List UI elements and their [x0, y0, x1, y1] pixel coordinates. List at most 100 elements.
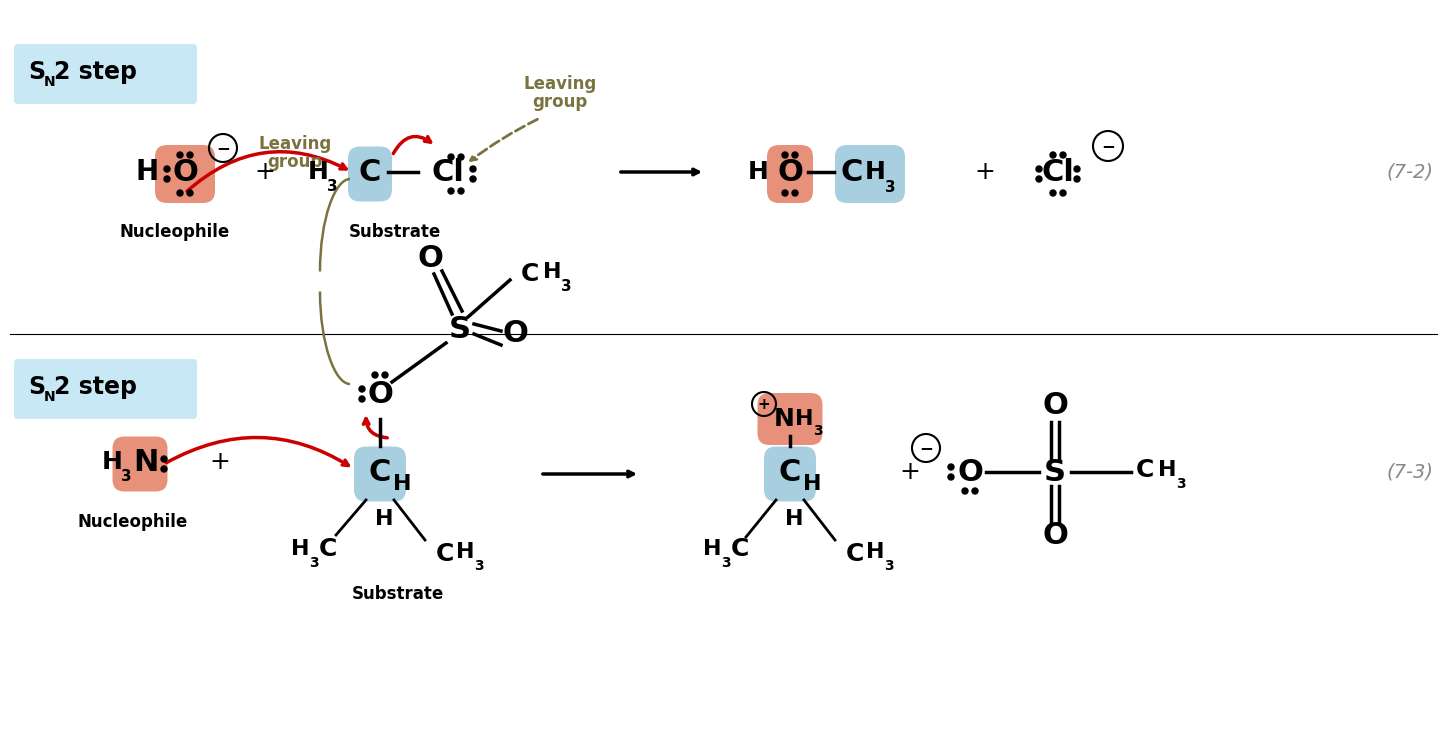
- Text: Cl: Cl: [1042, 158, 1075, 187]
- Text: H: H: [543, 262, 561, 282]
- Text: S: S: [1043, 458, 1066, 487]
- FancyBboxPatch shape: [113, 437, 168, 492]
- Text: O: O: [502, 318, 528, 347]
- Circle shape: [161, 466, 166, 472]
- Text: Leaving: Leaving: [524, 75, 596, 93]
- Text: Nucleophile: Nucleophile: [78, 513, 188, 531]
- Text: 2 step: 2 step: [54, 60, 137, 84]
- Circle shape: [177, 190, 182, 196]
- Text: H: H: [1158, 460, 1176, 480]
- Circle shape: [962, 488, 968, 494]
- Circle shape: [781, 152, 789, 158]
- Text: +: +: [900, 460, 920, 484]
- FancyBboxPatch shape: [764, 446, 816, 501]
- Circle shape: [792, 190, 797, 196]
- Text: 3: 3: [327, 179, 337, 193]
- Text: H: H: [456, 542, 475, 562]
- Text: H: H: [864, 160, 886, 184]
- Text: 3: 3: [884, 179, 896, 194]
- Circle shape: [177, 152, 182, 158]
- Text: N: N: [43, 75, 55, 89]
- Text: −: −: [1101, 137, 1116, 155]
- Circle shape: [164, 166, 169, 172]
- Circle shape: [449, 188, 454, 194]
- Circle shape: [459, 154, 464, 160]
- Circle shape: [948, 464, 954, 470]
- Circle shape: [972, 488, 978, 494]
- Circle shape: [781, 190, 789, 196]
- Text: H: H: [136, 158, 159, 186]
- Circle shape: [470, 166, 476, 172]
- Text: C: C: [731, 537, 750, 561]
- Text: C: C: [841, 158, 864, 187]
- Text: O: O: [172, 158, 198, 187]
- Circle shape: [1061, 152, 1066, 158]
- Circle shape: [187, 190, 192, 196]
- Text: 3: 3: [884, 559, 894, 573]
- FancyBboxPatch shape: [835, 145, 904, 203]
- Circle shape: [1036, 176, 1042, 182]
- Text: N: N: [133, 447, 159, 476]
- Circle shape: [187, 152, 192, 158]
- Circle shape: [459, 188, 464, 194]
- FancyBboxPatch shape: [757, 393, 822, 445]
- Text: H: H: [308, 160, 328, 184]
- Text: group: group: [532, 93, 587, 111]
- Text: (7-2): (7-2): [1386, 162, 1434, 182]
- Circle shape: [1074, 176, 1079, 182]
- Text: +: +: [255, 160, 275, 184]
- Text: O: O: [1042, 391, 1068, 420]
- FancyBboxPatch shape: [14, 359, 197, 419]
- Circle shape: [161, 456, 166, 462]
- Text: −: −: [919, 439, 933, 457]
- Text: 3: 3: [120, 469, 132, 484]
- Circle shape: [948, 474, 954, 480]
- FancyBboxPatch shape: [155, 145, 216, 203]
- Text: C: C: [369, 458, 391, 487]
- Circle shape: [1051, 190, 1056, 196]
- Text: +: +: [758, 397, 770, 411]
- FancyBboxPatch shape: [355, 446, 407, 501]
- Text: H: H: [703, 539, 721, 559]
- Text: +: +: [210, 450, 230, 474]
- Text: 3: 3: [813, 424, 823, 438]
- Text: C: C: [521, 262, 540, 286]
- Circle shape: [359, 396, 365, 402]
- Text: H: H: [865, 542, 884, 562]
- Circle shape: [1074, 166, 1079, 172]
- Text: 2 step: 2 step: [54, 375, 137, 399]
- Text: O: O: [368, 379, 394, 408]
- Circle shape: [1036, 166, 1042, 172]
- Text: O: O: [417, 243, 443, 272]
- Text: C: C: [846, 542, 864, 566]
- Text: C: C: [318, 537, 337, 561]
- Text: 3: 3: [721, 556, 731, 570]
- Text: Nucleophile: Nucleophile: [120, 223, 230, 241]
- Text: group: group: [268, 153, 323, 171]
- Text: 3: 3: [560, 278, 572, 293]
- Text: H: H: [375, 509, 394, 529]
- Text: O: O: [956, 458, 983, 487]
- Circle shape: [359, 386, 365, 392]
- Text: H: H: [803, 474, 822, 494]
- Text: N: N: [43, 390, 55, 404]
- Text: C: C: [778, 458, 802, 487]
- Text: S: S: [449, 315, 472, 344]
- Text: S: S: [27, 375, 45, 399]
- Text: N: N: [774, 407, 794, 431]
- Text: 3: 3: [1176, 477, 1185, 491]
- Text: 3: 3: [475, 559, 483, 573]
- Text: (7-3): (7-3): [1386, 463, 1434, 481]
- FancyBboxPatch shape: [347, 147, 392, 202]
- Circle shape: [382, 372, 388, 378]
- Circle shape: [449, 154, 454, 160]
- Text: S: S: [27, 60, 45, 84]
- Text: H: H: [392, 474, 411, 494]
- Circle shape: [164, 176, 169, 182]
- Text: O: O: [777, 158, 803, 187]
- Text: C: C: [436, 542, 454, 566]
- Text: Substrate: Substrate: [352, 585, 444, 603]
- Text: C: C: [1136, 458, 1155, 482]
- Text: H: H: [291, 539, 310, 559]
- Text: Cl: Cl: [431, 158, 464, 187]
